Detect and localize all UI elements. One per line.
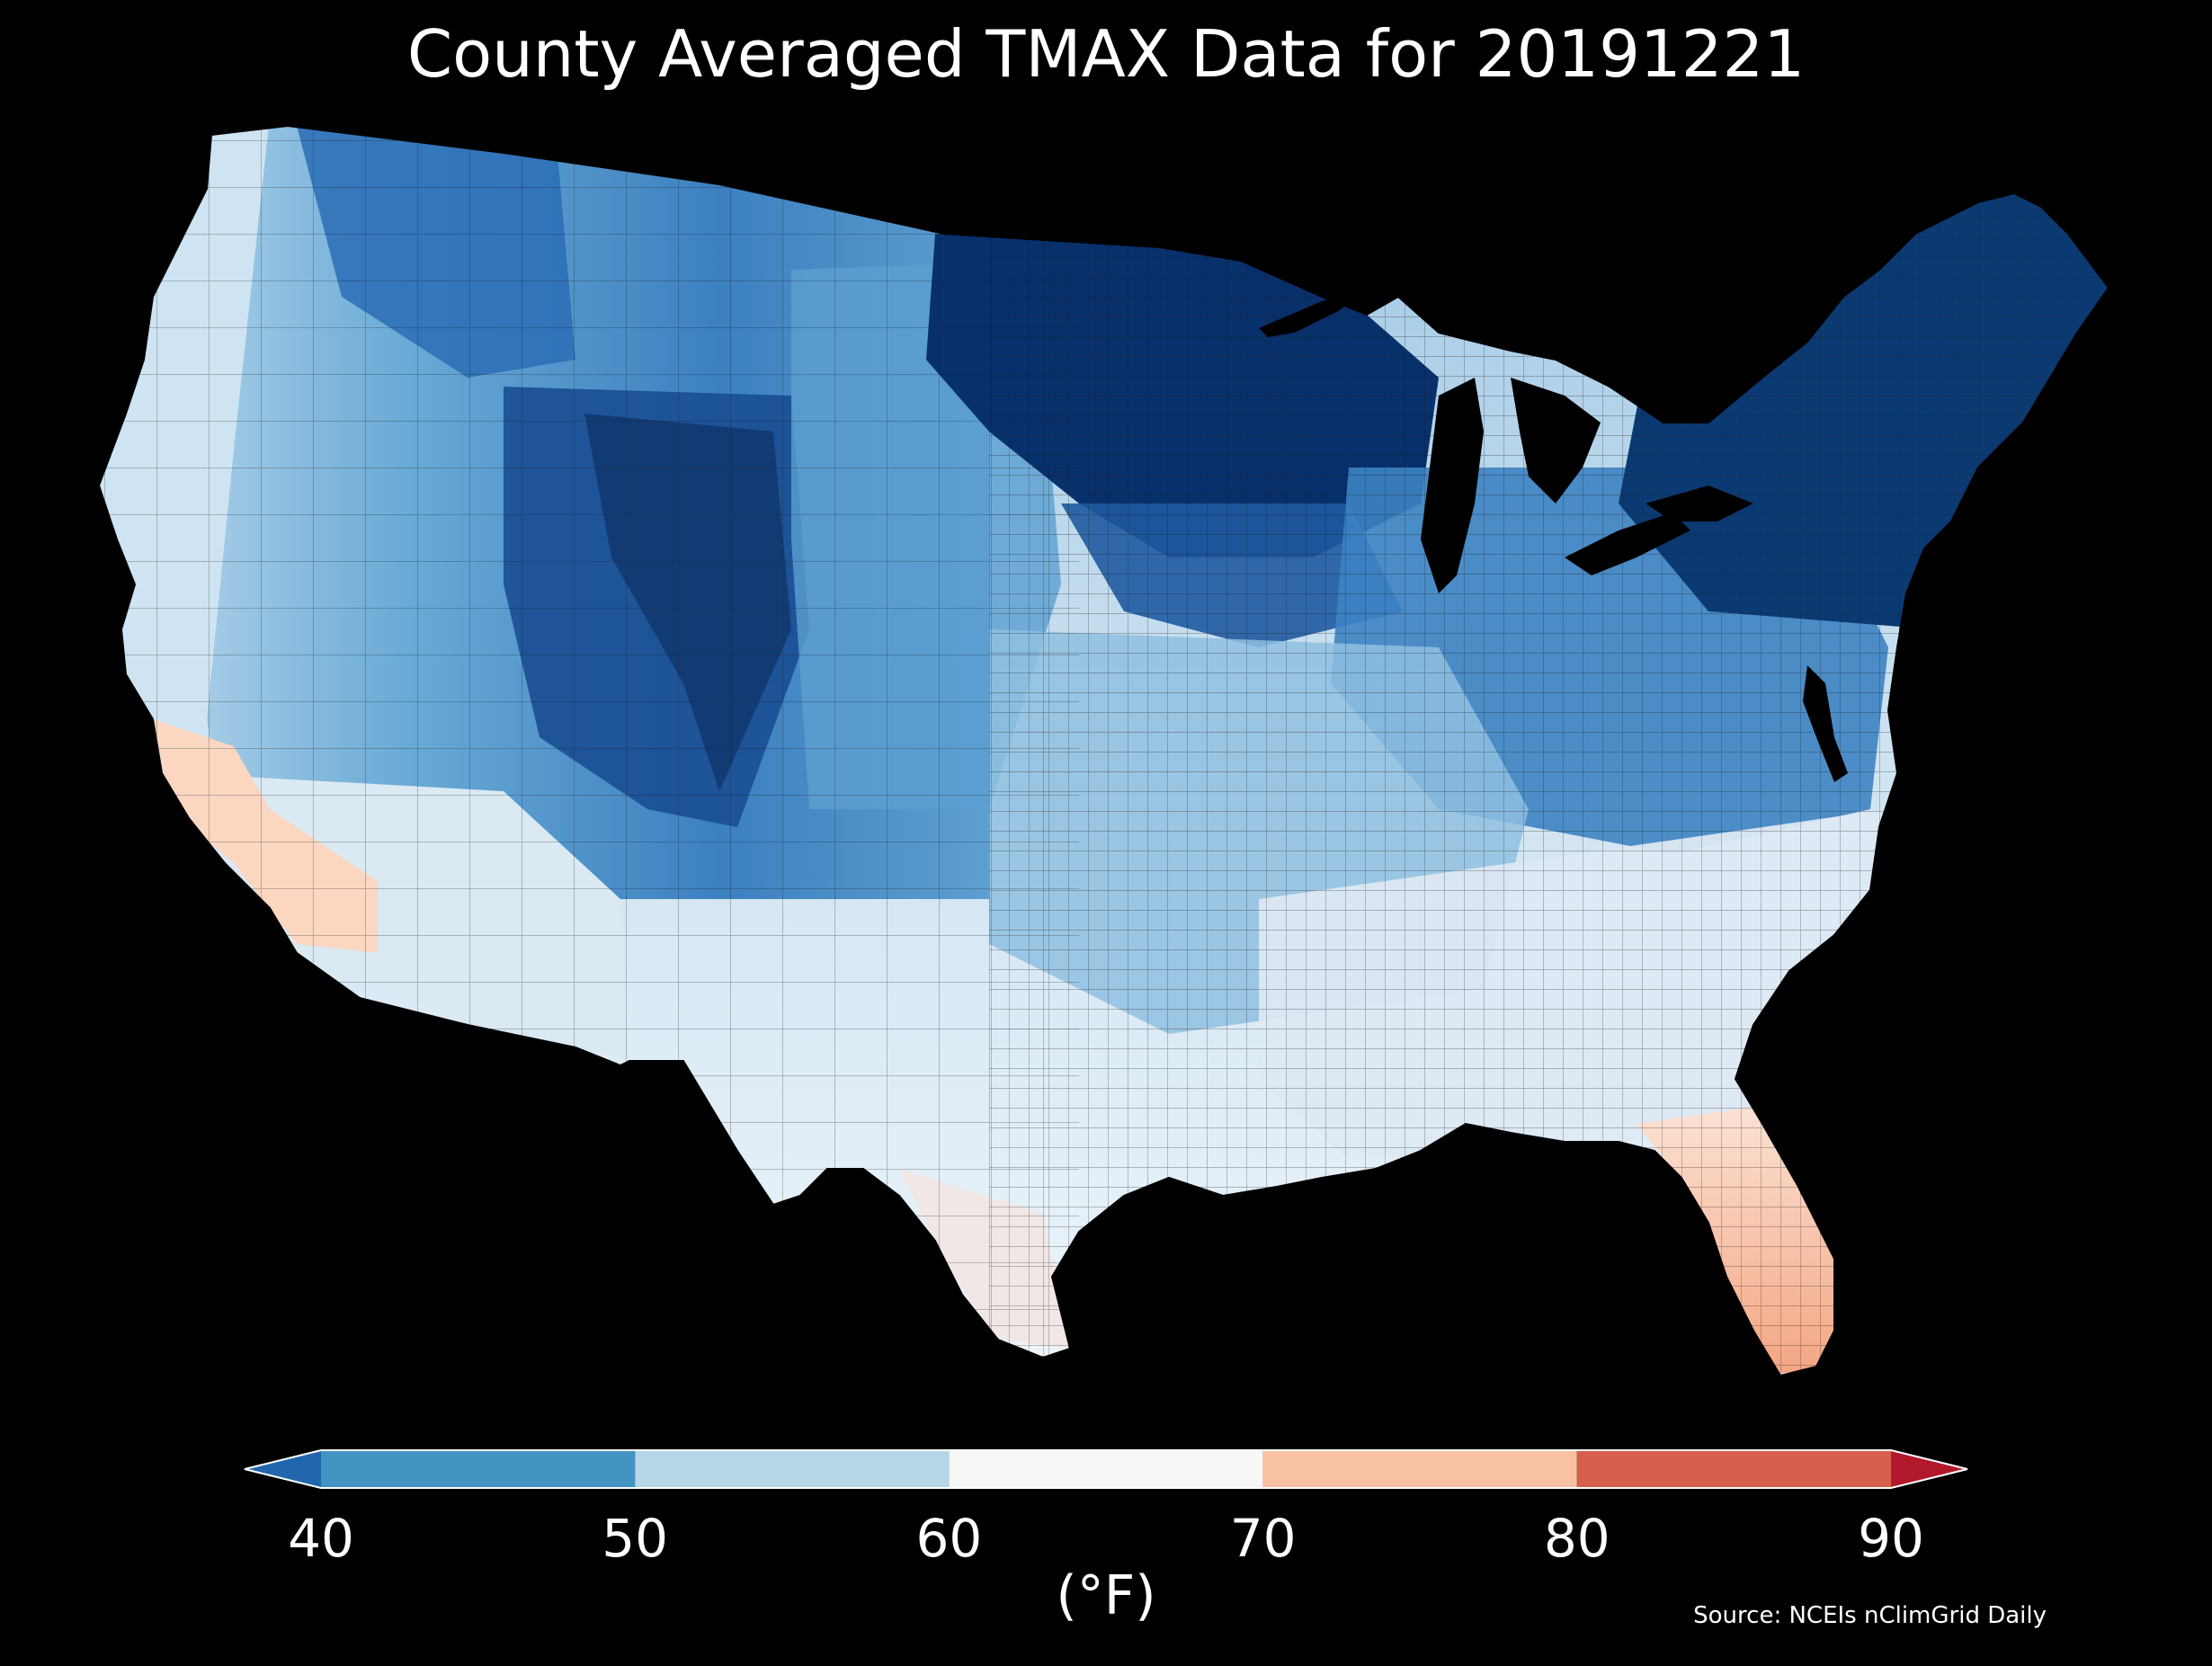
colorbar-bin-50-60 xyxy=(635,1450,950,1488)
colorbar-under-arrow xyxy=(245,1450,321,1488)
colorbar-tick-40: 40 xyxy=(288,1508,354,1569)
colorbar-bin-70-80 xyxy=(1262,1450,1577,1488)
colorbar-bin-80-90 xyxy=(1576,1450,1891,1488)
choropleth-map xyxy=(99,126,2109,1376)
great-lakes xyxy=(1259,288,1753,593)
colorbar-tick-60: 60 xyxy=(915,1508,983,1569)
colorbar-bin-40-50 xyxy=(321,1450,636,1488)
colorbar xyxy=(244,1449,1968,1489)
colorbar-bin-60-70 xyxy=(949,1450,1263,1488)
map-title: County Averaged TMAX Data for 20191221 xyxy=(406,16,1806,92)
source-note: Source: NCEIs nClimGrid Daily xyxy=(1693,1602,2047,1629)
colorbar-units-label: (°F) xyxy=(1056,1564,1156,1627)
colorbar-tick-80: 80 xyxy=(1543,1508,1610,1569)
colorbar-tick-70: 70 xyxy=(1229,1508,1297,1569)
colorbar-tick-90: 90 xyxy=(1858,1508,1924,1569)
colorbar-outline xyxy=(244,1449,1968,1489)
colorbar-over-arrow xyxy=(1891,1450,1967,1488)
colorbar-tick-50: 50 xyxy=(602,1508,669,1569)
chesapeake-bay xyxy=(1803,665,1848,782)
